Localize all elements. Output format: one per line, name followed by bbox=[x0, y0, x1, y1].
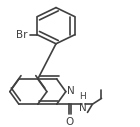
Text: N: N bbox=[79, 103, 87, 113]
Text: O: O bbox=[65, 117, 73, 127]
Text: H: H bbox=[79, 92, 86, 101]
Text: Br: Br bbox=[16, 30, 27, 40]
Text: N: N bbox=[67, 86, 75, 96]
